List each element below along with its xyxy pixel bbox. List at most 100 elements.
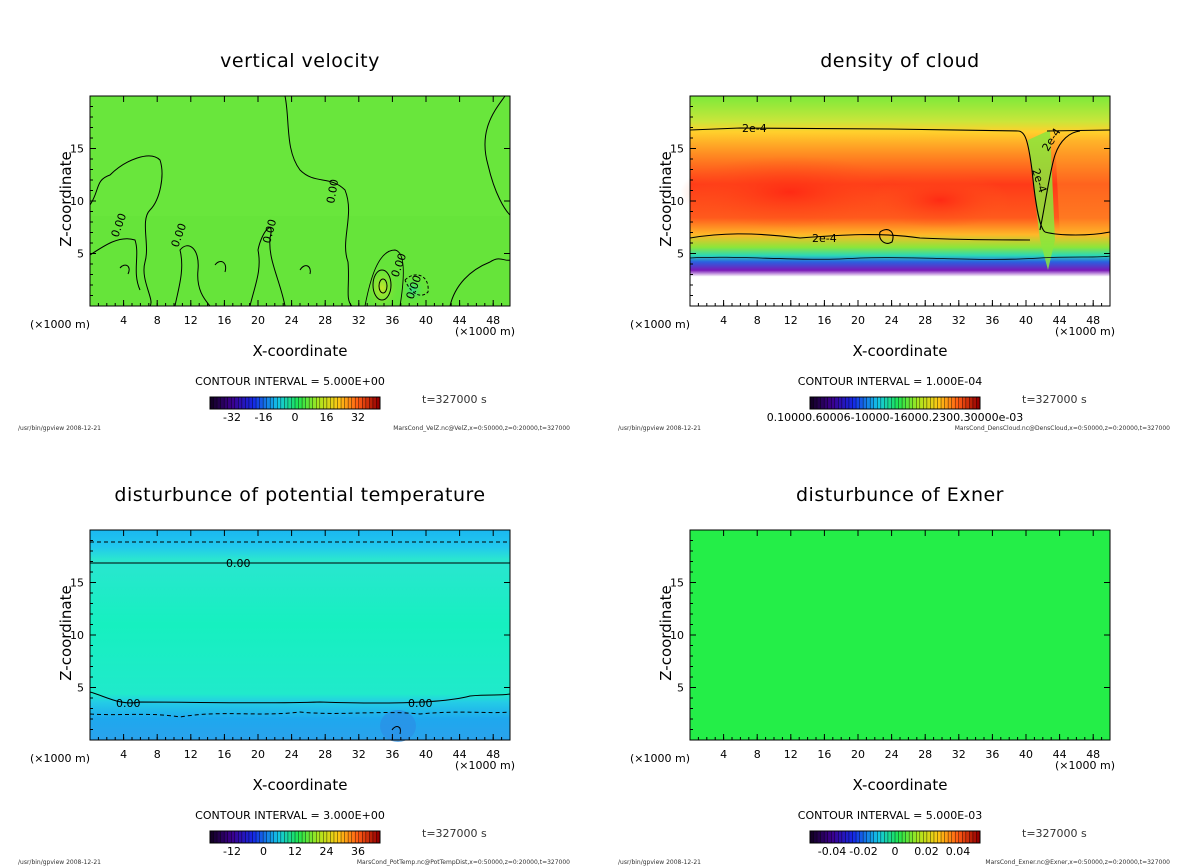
x-tick-label: 12 xyxy=(784,748,798,761)
colorbar-swatch xyxy=(955,831,960,843)
contour-line xyxy=(364,249,404,307)
colorbar-swatch xyxy=(231,397,236,409)
colorbar-swatch xyxy=(365,831,370,843)
downdraft-patch xyxy=(401,276,425,304)
x-tick-label: 48 xyxy=(486,748,500,761)
colorbar-swatch xyxy=(831,831,836,843)
colorbar-swatch xyxy=(845,397,850,409)
colorbar-tick-label: -12 xyxy=(223,845,241,858)
plot-field xyxy=(690,530,1110,740)
colorbar-swatch xyxy=(213,831,218,843)
max-patch xyxy=(680,156,900,228)
colorbar-swatch xyxy=(951,831,956,843)
contour-lines xyxy=(89,541,511,735)
cold-patch xyxy=(380,710,416,742)
colorbar-swatch xyxy=(298,397,303,409)
colorbar-swatch xyxy=(813,831,818,843)
contour-line xyxy=(378,278,388,294)
x-tick-label: 16 xyxy=(217,748,231,761)
colorbar-swatch xyxy=(344,397,349,409)
x-tick-label: 44 xyxy=(1053,748,1067,761)
x-tick-label: 48 xyxy=(1086,748,1100,761)
colorbar-swatch xyxy=(298,831,303,843)
colorbar-swatch xyxy=(337,831,342,843)
colorbar-swatch xyxy=(877,397,882,409)
colorbar-swatch xyxy=(341,397,345,409)
colorbar-swatch xyxy=(848,831,853,843)
y-axis-ticks: 5 10 15 xyxy=(670,540,1110,730)
colorbar-swatch xyxy=(866,397,871,409)
x-axis-label: X-coordinate xyxy=(852,776,948,794)
x-axis-label: X-coordinate xyxy=(252,776,348,794)
colorbar-swatch xyxy=(962,831,967,843)
colorbar-swatch xyxy=(902,397,906,409)
contour-label: 0.00 xyxy=(116,697,141,710)
colorbar-swatch xyxy=(238,397,243,409)
y-tick-label: 15 xyxy=(70,143,84,156)
colorbar-swatch xyxy=(259,831,264,843)
x-tick-label: 40 xyxy=(1019,314,1033,327)
colorbar-swatch xyxy=(227,831,232,843)
colorbar-swatch xyxy=(887,831,892,843)
footer-left: /usr/bin/gpview 2008-12-21 xyxy=(18,425,101,432)
colorbar-swatch xyxy=(827,831,832,843)
colorbar-swatch xyxy=(948,397,952,409)
colorbar-swatch xyxy=(319,831,324,843)
chart-title: disturbunce of Exner xyxy=(795,484,1004,506)
contour-line xyxy=(1046,129,1111,132)
x-tick-label: 28 xyxy=(318,748,332,761)
footer-left: /usr/bin/gpview 2008-12-21 xyxy=(618,425,701,432)
chart-title: density of cloud xyxy=(820,50,980,72)
colorbar-swatch xyxy=(852,397,857,409)
chart-title: vertical velocity xyxy=(220,50,380,72)
contour-line xyxy=(89,155,163,307)
contour-line xyxy=(299,265,311,275)
colorbar-swatch xyxy=(305,397,310,409)
x-axis-label: X-coordinate xyxy=(252,342,348,360)
x-axis-label: X-coordinate xyxy=(852,342,948,360)
max-patch xyxy=(870,172,1010,228)
contour-interval: CONTOUR INTERVAL = 1.000E-04 xyxy=(797,375,983,388)
colorbar-swatch xyxy=(895,397,899,409)
contour-line xyxy=(174,245,211,307)
colorbar-frame xyxy=(809,396,981,410)
colorbar-swatch xyxy=(369,831,374,843)
colorbar-swatch xyxy=(841,397,846,409)
contour-interval: CONTOUR INTERVAL = 5.000E-03 xyxy=(797,809,983,822)
x-tick-label: 44 xyxy=(1053,314,1067,327)
colorbar-swatch xyxy=(817,397,821,409)
x-tick-label: 8 xyxy=(154,748,161,761)
colorbar-swatch xyxy=(259,397,264,409)
colorbar-swatch xyxy=(273,831,278,843)
colorbar-swatch xyxy=(863,397,867,409)
colorbar-swatch xyxy=(376,831,381,843)
colorbar-swatch xyxy=(333,397,338,409)
x-axis-ticks: 4 8 12 16 20 24 28 32 36 40 44 48 xyxy=(97,530,503,761)
colorbar-swatch xyxy=(912,831,917,843)
colorbar-swatch xyxy=(933,397,938,409)
colorbar-swatch xyxy=(273,397,278,409)
colorbar-swatch xyxy=(870,397,875,409)
colorbar-swatch xyxy=(348,397,352,409)
colorbar-swatch xyxy=(248,397,253,409)
colorbar-swatch xyxy=(859,831,864,843)
colorbar-tick-label: -32 xyxy=(223,411,241,424)
x-tick-label: 12 xyxy=(184,748,198,761)
colorbar-tick-label: 0.10000.60006-10000-16000.2300.30000e-03 xyxy=(767,411,1024,424)
colorbar-swatch xyxy=(834,397,839,409)
x-tick-label: 12 xyxy=(784,314,798,327)
y-tick-label: 5 xyxy=(677,682,684,695)
x-tick-label: 36 xyxy=(385,314,399,327)
colorbar-swatch xyxy=(220,397,225,409)
contour-line xyxy=(879,229,894,244)
colorbar-swatch xyxy=(856,397,860,409)
colorbar-swatch xyxy=(926,397,931,409)
colorbar-swatch xyxy=(863,831,867,843)
colorbar-swatch xyxy=(810,397,814,409)
colorbar-swatch xyxy=(330,831,335,843)
y-axis-label: Z-coordinate xyxy=(657,151,675,247)
colorbar-swatch xyxy=(944,831,949,843)
x-unit-right: (×1000 m) xyxy=(455,325,516,338)
contour-label: 0.00 xyxy=(324,178,341,204)
colorbar-swatch xyxy=(355,831,360,843)
